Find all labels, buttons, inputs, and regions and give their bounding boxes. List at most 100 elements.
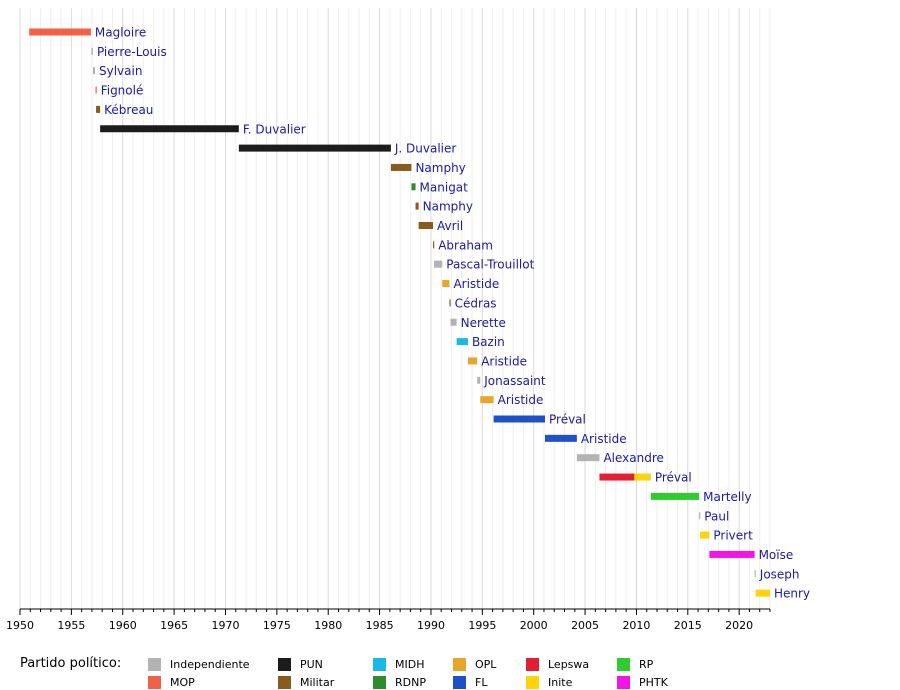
legend-item: Lepswa — [526, 657, 589, 671]
term-label: Abraham — [438, 238, 493, 252]
legend-title: Partido político: — [20, 656, 122, 671]
term-label: Préval — [549, 413, 586, 427]
x-tick-label: 1955 — [57, 619, 85, 632]
x-tick-label: 1965 — [160, 619, 188, 632]
legend-label: MOP — [170, 675, 195, 689]
term-bar — [411, 183, 416, 191]
term-label: F. Duvalier — [243, 122, 306, 136]
legend-swatch — [148, 675, 161, 689]
x-tick-label: 1980 — [314, 619, 342, 632]
legend-swatch — [373, 657, 386, 671]
term-bar — [92, 67, 95, 75]
term-label: Paul — [704, 509, 729, 523]
legend-swatch — [373, 675, 386, 689]
term-label: Pascal-Trouillot — [446, 258, 534, 272]
term-bar — [700, 531, 710, 539]
legend-label: OPL — [475, 657, 497, 671]
term-label: Namphy — [423, 200, 473, 214]
x-tick-label: 2015 — [674, 619, 702, 632]
x-tick-label: 1950 — [6, 619, 34, 632]
term-bar — [467, 357, 478, 365]
x-tick-label: 1990 — [417, 619, 445, 632]
x-tick-label: 2020 — [725, 619, 753, 632]
term-label: Bazin — [472, 335, 505, 349]
legend-item: Inite — [526, 675, 572, 689]
legend-label: FL — [475, 675, 488, 689]
legend-label: Inite — [548, 675, 573, 689]
legend-label: MIDH — [395, 657, 425, 671]
term-bar — [29, 28, 91, 36]
term-bar — [418, 222, 434, 229]
legend-swatch — [526, 657, 539, 671]
legend-label: Independiente — [170, 657, 250, 671]
term-bar — [545, 434, 577, 442]
term-bar — [754, 570, 756, 578]
term-bar — [434, 260, 443, 268]
term-bar — [415, 202, 419, 210]
term-bar — [390, 163, 412, 171]
legend-swatch — [617, 675, 630, 689]
term-bar — [480, 396, 494, 404]
legend-item: MOP — [148, 675, 195, 689]
term-label: Aristide — [453, 277, 499, 291]
term-label: Avril — [437, 219, 463, 233]
legend-label: Militar — [300, 675, 335, 689]
legend-item: PHTK — [617, 675, 668, 689]
term-bar — [650, 492, 700, 500]
x-tick-label: 1975 — [263, 619, 291, 632]
term-label: Moïse — [759, 548, 794, 562]
legend-swatch — [526, 675, 539, 689]
term-bar — [699, 512, 701, 520]
term-bar — [599, 473, 635, 481]
term-label: Aristide — [581, 432, 627, 446]
legend-item: OPL — [453, 657, 496, 671]
x-tick-label: 2010 — [622, 619, 650, 632]
term-bar — [96, 105, 101, 113]
term-bar — [95, 86, 97, 94]
term-label: Namphy — [415, 161, 465, 175]
term-bar — [477, 376, 481, 384]
term-label: Magloire — [95, 26, 146, 40]
legend-item: Militar — [278, 675, 334, 689]
legend-item: Independiente — [148, 657, 250, 671]
legend-label: Lepswa — [548, 657, 590, 671]
term-bar — [100, 125, 239, 133]
x-tick-label: 1995 — [468, 619, 496, 632]
term-label: Aristide — [498, 393, 544, 407]
legend-item: PUN — [278, 657, 323, 671]
legend-item: RDNP — [373, 675, 426, 689]
legend-swatch — [453, 675, 466, 689]
term-label: Martelly — [703, 490, 752, 504]
legend-swatch — [148, 657, 161, 671]
term-bar — [493, 415, 545, 423]
term-label: Fignolé — [101, 84, 144, 98]
term-bar — [450, 318, 457, 326]
term-label: Préval — [655, 471, 692, 485]
term-bar — [709, 550, 755, 558]
term-label: Nerette — [461, 316, 506, 330]
term-bar — [238, 144, 391, 152]
term-label: J. Duvalier — [394, 142, 457, 156]
legend-label: RP — [639, 657, 654, 671]
legend-item: FL — [453, 675, 487, 689]
term-label: Pierre-Louis — [97, 45, 167, 59]
term-label: Cédras — [455, 296, 497, 310]
term-label: Sylvain — [99, 64, 142, 78]
term-bar — [449, 299, 451, 307]
legend-swatch — [453, 657, 466, 671]
x-tick-label: 2000 — [520, 619, 548, 632]
term-label: Manigat — [420, 180, 469, 194]
term-label: Kébreau — [104, 103, 153, 117]
x-tick-label: 1970 — [211, 619, 239, 632]
term-label: Henry — [774, 587, 810, 601]
legend-label: RDNP — [395, 675, 426, 689]
term-label: Jonassaint — [483, 374, 546, 388]
term-label: Privert — [713, 529, 753, 543]
timeline-chart: Magloire Pierre-Louis Sylvain Fignolé Kébrea… — [6, 8, 810, 632]
term-bar — [433, 241, 435, 249]
legend-swatch — [278, 675, 291, 689]
legend-item: RP — [617, 657, 653, 671]
x-tick-label: 2005 — [571, 619, 599, 632]
legend-swatch — [617, 657, 630, 671]
x-tick-label: 1985 — [366, 619, 394, 632]
